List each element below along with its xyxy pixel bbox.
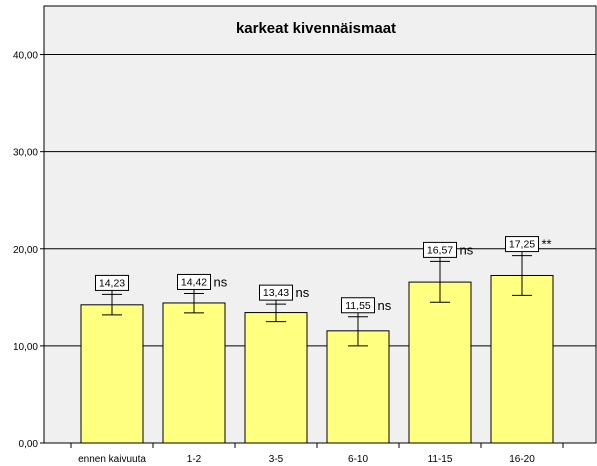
x-tick-label: 16-20 — [509, 454, 535, 465]
bar — [244, 312, 308, 444]
data-label-box — [423, 241, 457, 258]
significance-label: ns — [460, 242, 474, 257]
significance-label: ns — [214, 274, 228, 289]
x-axis: ennen kaivuuta 1-2 3-5 6-10 11-15 16-20 — [70, 443, 564, 465]
data-label: 14,23 — [99, 277, 125, 289]
x-tick-label: 11-15 — [428, 454, 453, 465]
y-tick-label: 40,00 — [13, 51, 38, 62]
bar — [490, 274, 554, 444]
data-label: 14,42 — [181, 276, 207, 288]
data-label-box — [505, 236, 539, 253]
y-tick-label: 20,00 — [13, 245, 38, 256]
data-label-box — [341, 297, 375, 314]
y-tick-label: 30,00 — [13, 148, 38, 159]
significance-label: ns — [378, 298, 392, 313]
significance-label: ns — [296, 285, 310, 300]
chart-title: karkeat kivennäismaat — [236, 20, 396, 37]
y-tick-label: 10,00 — [13, 342, 38, 353]
x-tick-label: 3-5 — [269, 454, 284, 465]
y-tick-label: 0,00 — [19, 439, 39, 450]
data-label: 17,25 — [509, 239, 535, 251]
bar — [80, 304, 144, 444]
data-label: 16,57 — [427, 244, 453, 256]
y-axis: 0,00 10,00 20,00 30,00 40,00 — [13, 51, 44, 450]
bar — [326, 330, 390, 444]
data-label: 11,55 — [345, 300, 371, 312]
bar — [408, 281, 472, 444]
bar — [162, 302, 226, 444]
data-label: 13,43 — [263, 287, 289, 299]
x-tick-label: ennen kaivuuta — [78, 454, 146, 465]
x-tick-label: 6-10 — [348, 454, 368, 465]
data-labels: 14,23 14,42 ns 13,43 ns 11,55 ns 16,57 ns 17,25 ** — [95, 236, 552, 317]
x-tick-label: 1-2 — [187, 454, 202, 465]
significance-label: ** — [542, 237, 552, 252]
data-label-box — [177, 273, 211, 290]
data-label-box — [259, 284, 293, 301]
bars — [80, 274, 554, 444]
data-label-box — [95, 274, 129, 291]
